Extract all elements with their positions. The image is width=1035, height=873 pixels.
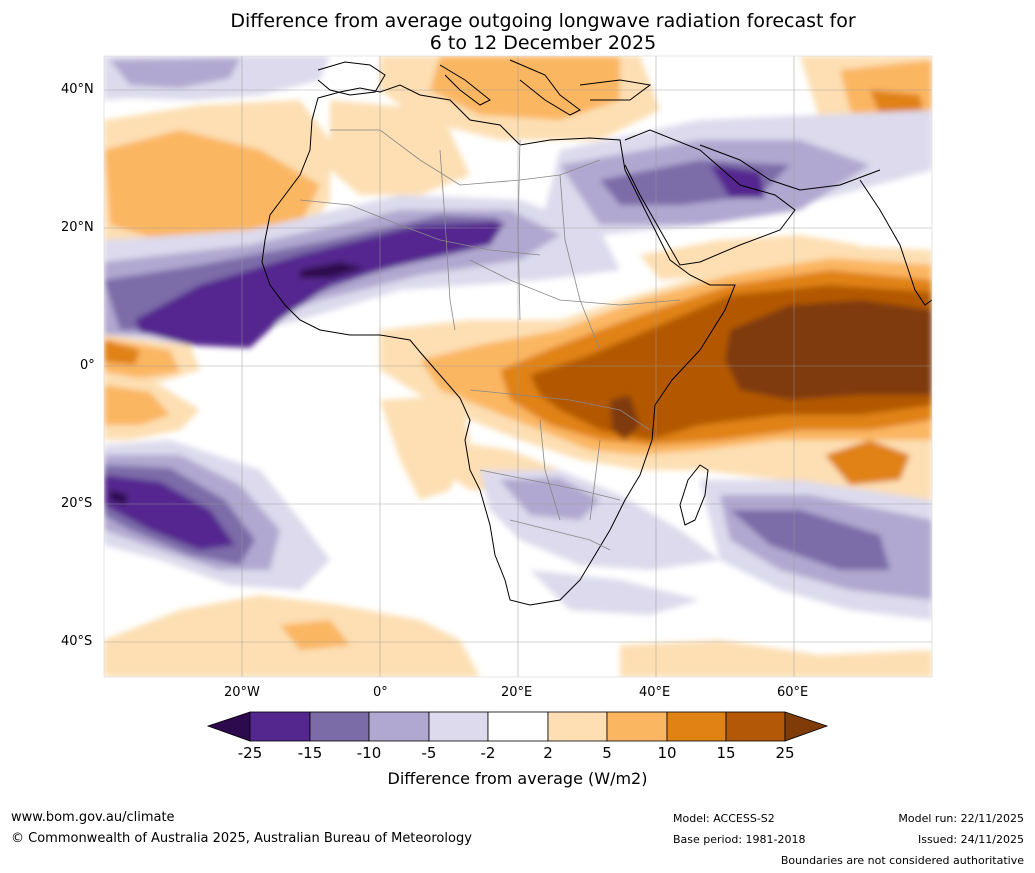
- lat-label-40n: 40°N: [61, 82, 94, 97]
- colorbar-bin-4: [428, 711, 489, 742]
- balkans-coastline: [509, 59, 581, 116]
- borders: [299, 129, 681, 551]
- field-southafrica-purple: [500, 478, 600, 520]
- title-line-2: 6 to 12 December 2025: [429, 32, 657, 54]
- persia-coastline: [699, 144, 881, 191]
- base-period: Base period: 1981-2018: [673, 833, 806, 846]
- colorbar-low-extension: [206, 711, 251, 742]
- field-io-brown-dark: [725, 300, 932, 400]
- field-sindian-purple-mid: [730, 510, 890, 570]
- colorbar-tick: -10: [356, 744, 382, 762]
- lon-label-20e: 20°E: [501, 685, 533, 700]
- lat-label-40s: 40°S: [61, 634, 93, 649]
- field-eq-atlantic-orange-dark: [104, 340, 140, 365]
- india-coastline: [859, 179, 932, 306]
- field-ne-sahel-orange-light: [640, 235, 860, 280]
- colorbar-high-extension: [784, 711, 829, 742]
- italy-coastline: [439, 64, 491, 106]
- arabia-coastline: [624, 129, 796, 266]
- colorbar-tick: 10: [657, 744, 677, 762]
- turkey-coastline: [579, 79, 652, 101]
- colorbar-bin-2: [309, 711, 370, 742]
- field-tanzania-brown-dark: [610, 395, 640, 440]
- colorbar-label: Difference from average (W/m2): [387, 769, 648, 788]
- colorbar-bin-1: [249, 711, 311, 742]
- field-satlantic-purple-dark: [104, 475, 235, 550]
- colorbar-tick: 2: [543, 744, 553, 762]
- colorbar-bin-5: [487, 711, 549, 742]
- website-link[interactable]: www.bom.gov.au/climate: [11, 810, 175, 825]
- colorbar-tick: 15: [716, 744, 736, 762]
- issued-date: Issued: 24/11/2025: [917, 833, 1024, 846]
- colorbar-tick: 25: [775, 744, 795, 762]
- colorbar-tick: -2: [480, 744, 496, 762]
- field-nw-purple: [110, 58, 240, 88]
- field-se-orange-light: [620, 640, 932, 677]
- madagascar-coastline: [679, 464, 709, 526]
- colorbar-tick: -25: [237, 744, 263, 762]
- copyright-text: © Commonwealth of Australia 2025, Austra…: [11, 831, 472, 846]
- colorbar-bin-9: [725, 711, 786, 742]
- field-south-orange: [280, 620, 350, 650]
- colorbar-tick: 5: [602, 744, 612, 762]
- iberia-coastline: [317, 61, 386, 96]
- coastlines: [261, 59, 932, 606]
- field-wafrica-purple-darkest: [300, 262, 365, 278]
- colorbar-bin-6: [547, 711, 608, 742]
- chart-title: Difference from average outgoing longwav…: [100, 10, 986, 54]
- field-atlantic-orange: [104, 130, 320, 240]
- colorbar-tick: -15: [297, 744, 323, 762]
- colorbar-bin-3: [368, 711, 430, 742]
- field-wafrica-purple-dark: [135, 222, 505, 348]
- colorbar-bin-7: [606, 711, 668, 742]
- model-run: Model run: 22/11/2025: [898, 812, 1024, 825]
- gridlines: [104, 56, 932, 677]
- lat-label-0: 0°: [80, 358, 95, 373]
- colorbar-bin-8: [666, 711, 727, 742]
- field-west-orange-strip: [380, 395, 470, 500]
- lon-label-0: 0°: [373, 685, 388, 700]
- map-area: [104, 56, 932, 677]
- lat-label-20s: 20°S: [61, 496, 93, 511]
- field-madagascar-orange: [825, 440, 910, 485]
- colorbar: [206, 711, 829, 742]
- lon-label-60e: 60°E: [777, 685, 809, 700]
- field-satlantic-purple-darkest: [110, 490, 128, 505]
- field-gulf-purple-dark: [710, 165, 765, 198]
- disclaimer: Boundaries are not considered authoritat…: [780, 854, 1024, 867]
- title-line-1: Difference from average outgoing longwav…: [230, 10, 856, 32]
- africa-coastline: [261, 84, 736, 606]
- colorbar-tick: -5: [421, 744, 437, 762]
- lon-label-40e: 40°E: [639, 685, 671, 700]
- model-name: Model: ACCESS-S2: [673, 812, 775, 825]
- field-sw-orange-left: [104, 385, 170, 425]
- lon-label-20w: 20°W: [224, 685, 260, 700]
- field-ssouth-purple-light: [530, 570, 700, 615]
- lat-label-20n: 20°N: [61, 220, 94, 235]
